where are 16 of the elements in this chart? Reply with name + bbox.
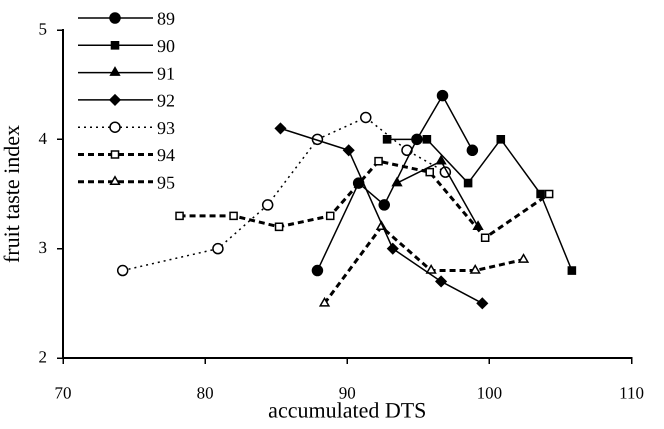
y-tick-label: 3 <box>38 238 47 258</box>
legend-label: 89 <box>157 8 175 29</box>
y-tick-label: 4 <box>38 128 48 148</box>
legend-label: 94 <box>157 145 175 166</box>
x-tick-label: 110 <box>619 384 644 403</box>
y-axis-title: fruit taste index <box>0 124 24 264</box>
x-tick-label: 100 <box>476 384 502 403</box>
x-tick-label: 80 <box>196 384 214 403</box>
y-tick-label: 2 <box>38 347 47 366</box>
y-tick-label: 5 <box>38 19 47 38</box>
x-tick-label: 70 <box>54 384 72 403</box>
legend-label: 93 <box>157 118 175 138</box>
legend-label: 90 <box>157 36 175 56</box>
legend-label: 91 <box>157 63 175 84</box>
legend-label: 95 <box>157 172 175 193</box>
legend-label: 92 <box>157 90 175 111</box>
